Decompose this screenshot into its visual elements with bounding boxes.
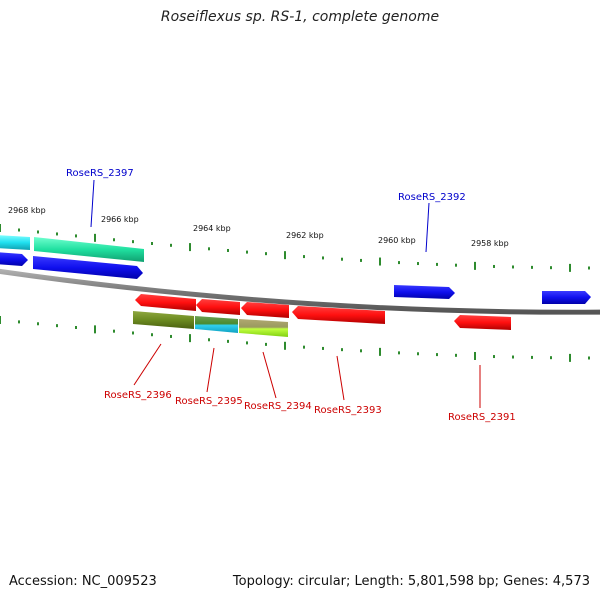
gene-label-roseRS-2393[interactable]: RoseRS_2393 bbox=[314, 405, 382, 416]
gene-arrow[interactable] bbox=[0, 235, 30, 250]
scale-label: 2966 kbp bbox=[101, 215, 139, 224]
gene-label-roseRS-2392[interactable]: RoseRS_2392 bbox=[398, 192, 466, 203]
accession-text: Accession: NC_009523 bbox=[9, 574, 157, 589]
gene-label-roseRS-2395[interactable]: RoseRS_2395 bbox=[175, 396, 243, 407]
gene-arrow[interactable] bbox=[454, 315, 511, 330]
gene-arrow[interactable] bbox=[34, 237, 144, 262]
gene-arrow[interactable] bbox=[394, 285, 455, 299]
gene-label-roseRS-2394[interactable]: RoseRS_2394 bbox=[244, 401, 312, 412]
gene-arrow[interactable] bbox=[196, 299, 240, 315]
scale-label: 2968 kbp bbox=[8, 206, 46, 215]
scale-ticks-outer bbox=[0, 224, 590, 272]
gene-arrow[interactable] bbox=[239, 319, 288, 337]
connector-line bbox=[133, 343, 162, 386]
scale-label: 2964 kbp bbox=[193, 224, 231, 233]
connector-line bbox=[336, 355, 345, 401]
gene-arrow[interactable] bbox=[133, 311, 194, 329]
scale-label: 2962 kbp bbox=[286, 231, 324, 240]
map-title: Roseiflexus sp. RS-1, complete genome bbox=[160, 9, 440, 25]
label-connectors bbox=[90, 179, 481, 408]
gene-arrow[interactable] bbox=[241, 302, 289, 318]
gene-arrow[interactable] bbox=[292, 306, 385, 324]
connector-line bbox=[262, 351, 277, 399]
gene-arrow[interactable] bbox=[195, 316, 238, 333]
gene-arrow[interactable] bbox=[542, 291, 591, 304]
connector-line bbox=[206, 347, 215, 393]
reverse-strand bbox=[133, 294, 511, 337]
scale-label: 2960 kbp bbox=[378, 236, 416, 245]
scale-label: 2958 kbp bbox=[471, 239, 509, 248]
connector-line bbox=[425, 202, 430, 253]
gene-arrow[interactable] bbox=[135, 294, 196, 311]
gene-arrow[interactable] bbox=[0, 252, 28, 266]
gene-label-roseRS-2397[interactable]: RoseRS_2397 bbox=[66, 168, 134, 179]
scale-ticks-inner bbox=[0, 316, 590, 362]
connector-line bbox=[90, 179, 95, 228]
gene-label-roseRS-2391[interactable]: RoseRS_2391 bbox=[448, 412, 516, 423]
gene-arrow[interactable] bbox=[33, 256, 143, 279]
gene-label-roseRS-2396[interactable]: RoseRS_2396 bbox=[104, 390, 172, 401]
genome-summary-text: Topology: circular; Length: 5,801,598 bp… bbox=[232, 574, 590, 589]
genome-backbone bbox=[0, 268, 600, 315]
forward-strand bbox=[0, 235, 591, 304]
